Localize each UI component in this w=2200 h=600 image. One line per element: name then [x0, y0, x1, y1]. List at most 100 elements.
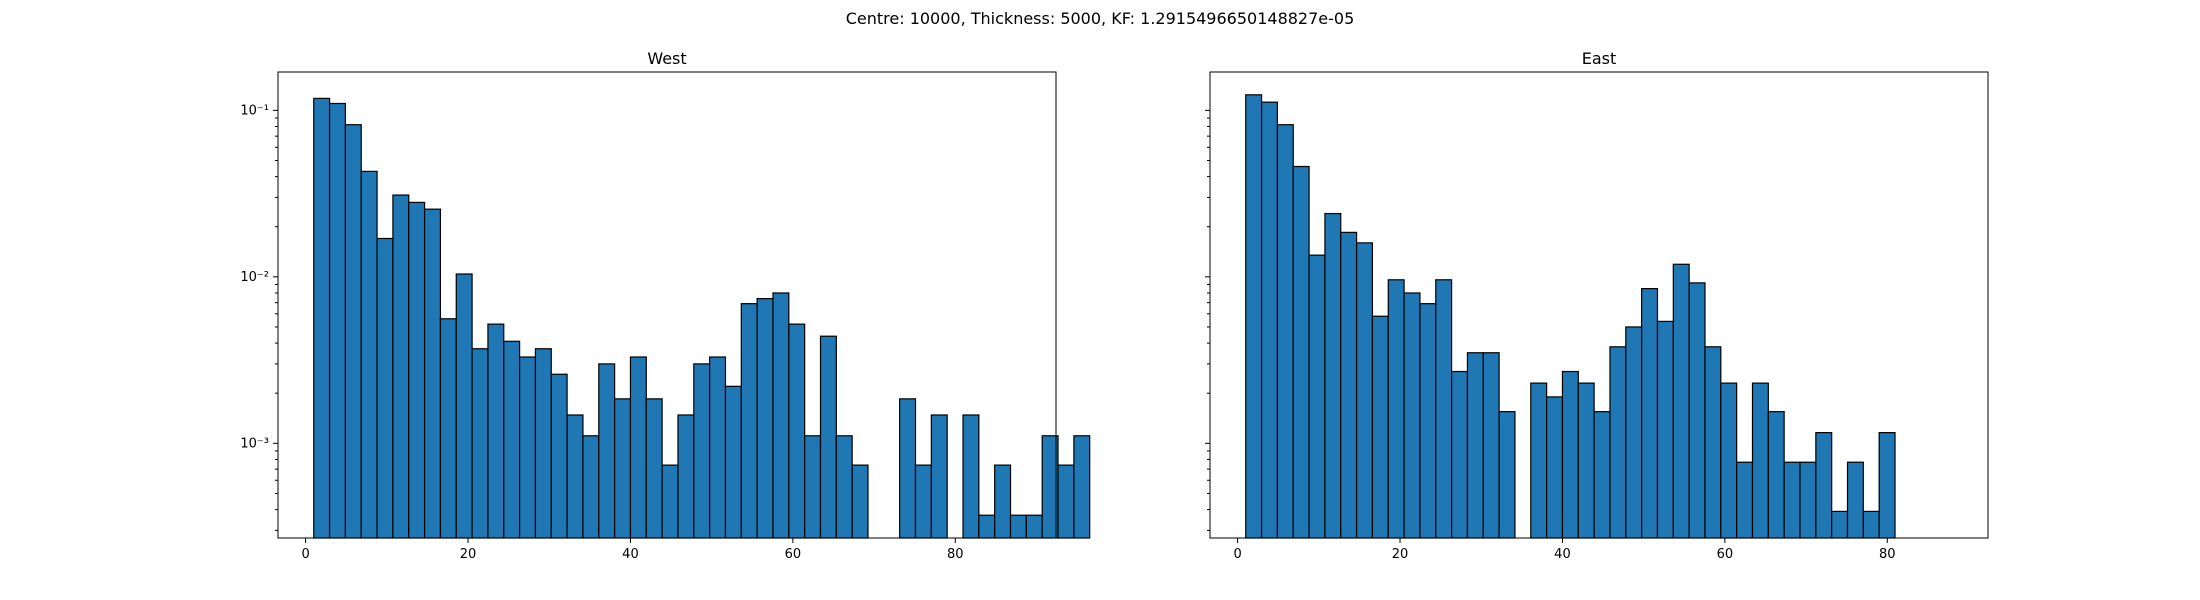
histogram-bar — [1482, 352, 1500, 539]
histogram-bar — [756, 298, 774, 539]
histogram-bar — [582, 435, 600, 539]
histogram-bar — [899, 398, 917, 539]
histogram-bar — [1466, 352, 1484, 539]
histogram-bar — [914, 464, 932, 539]
x-tick-label: 40 — [622, 547, 639, 562]
histogram-bar — [645, 398, 663, 539]
histogram-bar — [740, 303, 758, 539]
histogram-bar — [1799, 461, 1817, 539]
histogram-bar — [1073, 435, 1091, 539]
histogram-bar — [1530, 382, 1548, 539]
x-tick-label: 20 — [1392, 547, 1409, 562]
histogram-bar — [1815, 432, 1833, 539]
x-tick-label: 20 — [460, 547, 477, 562]
histogram-bar — [1009, 514, 1027, 539]
y-tick-label: 10⁻² — [240, 270, 269, 285]
histogram-bar — [360, 170, 378, 539]
histogram-bar — [1245, 94, 1263, 539]
histogram-bar — [1751, 382, 1769, 539]
histogram-bar — [1324, 212, 1342, 539]
x-tick-label: 60 — [1717, 547, 1734, 562]
panel-title: East — [1582, 49, 1617, 68]
histogram-bar — [1846, 461, 1864, 539]
histogram-bar — [313, 97, 331, 539]
histogram-bar — [1720, 382, 1738, 539]
x-tick-label: 0 — [1233, 547, 1241, 562]
histogram-bar — [487, 323, 505, 539]
histogram-bar — [709, 356, 727, 539]
histogram-bar — [1577, 382, 1595, 539]
histogram-bar — [1783, 461, 1801, 539]
histogram-bar — [1641, 287, 1659, 539]
x-tick-label: 60 — [785, 547, 802, 562]
y-tick-label: 10⁻³ — [240, 436, 269, 451]
histogram-bar — [614, 398, 632, 539]
histogram-bar — [503, 340, 521, 539]
histogram-bar — [598, 363, 616, 539]
y-tick-label: 10⁻¹ — [240, 103, 269, 118]
histogram-bar — [328, 102, 347, 539]
histogram-bar — [1435, 279, 1453, 539]
histogram-bar — [788, 323, 806, 539]
histogram-bar — [1625, 326, 1643, 539]
histogram-bar — [471, 348, 489, 539]
histogram-bar — [724, 385, 742, 539]
histogram-bar — [376, 237, 394, 539]
histogram-bar — [455, 273, 473, 539]
histogram-bar — [804, 435, 822, 539]
x-tick-label: 80 — [1879, 547, 1896, 562]
histogram-bar — [1656, 320, 1674, 539]
histogram-bar — [1276, 124, 1294, 539]
histogram-bar — [1561, 370, 1579, 539]
histogram-bar — [994, 464, 1012, 539]
histogram-bar — [1260, 101, 1279, 539]
histogram-bar — [1704, 346, 1722, 539]
histogram-bar — [661, 464, 679, 539]
histogram-bar — [344, 124, 362, 539]
histogram-bar — [1862, 510, 1880, 539]
histogram-bar — [677, 414, 695, 539]
axes-frame — [1209, 71, 1989, 539]
histogram-bar — [1371, 315, 1389, 539]
histogram-bar — [534, 348, 552, 539]
histogram-bar — [1403, 292, 1421, 539]
histogram-bar — [1831, 510, 1849, 539]
panel-title: West — [647, 49, 686, 68]
histogram-bar — [1292, 165, 1310, 539]
histogram-bar — [1340, 231, 1358, 539]
histogram-bar — [1546, 396, 1564, 539]
histogram-bar — [851, 464, 869, 539]
histogram-bar — [693, 363, 711, 539]
axes-frame — [277, 71, 1057, 539]
histogram-bar — [1025, 514, 1043, 539]
histogram-bar — [1767, 411, 1785, 539]
histogram-bar — [1419, 303, 1437, 539]
x-tick-label: 40 — [1554, 547, 1571, 562]
histogram-bar — [1878, 432, 1896, 539]
histogram-bar — [1672, 263, 1690, 539]
histogram-bar — [519, 356, 537, 539]
panels: West 0 20 40 60 80 10⁻³ 10⁻² 10⁻¹ East 0 20 40 60 80 — [240, 49, 1989, 562]
histogram-bar — [772, 292, 790, 539]
panel-east: East 0 20 40 60 80 — [1205, 49, 1989, 562]
histogram-bar — [566, 414, 584, 539]
histogram-bar — [408, 201, 426, 539]
histogram-bar — [930, 414, 948, 539]
histogram-bar — [1387, 279, 1405, 539]
histogram-bar — [1688, 282, 1706, 539]
histogram-bar — [423, 208, 442, 539]
panel-west: West 0 20 40 60 80 10⁻³ 10⁻² 10⁻¹ — [240, 49, 1091, 562]
histogram-bar — [1498, 411, 1516, 539]
histogram-bar — [1308, 254, 1326, 539]
histogram-bar — [1355, 242, 1374, 539]
histogram-bar — [1451, 370, 1469, 539]
histogram-bar — [835, 435, 853, 539]
histogram-bar — [962, 414, 980, 539]
histogram-bar — [392, 194, 410, 539]
histogram-bar — [819, 335, 837, 539]
histogram-bar — [550, 373, 568, 539]
histogram-bar — [629, 356, 647, 539]
histogram-bar — [1593, 411, 1611, 539]
x-tick-label: 0 — [301, 547, 309, 562]
